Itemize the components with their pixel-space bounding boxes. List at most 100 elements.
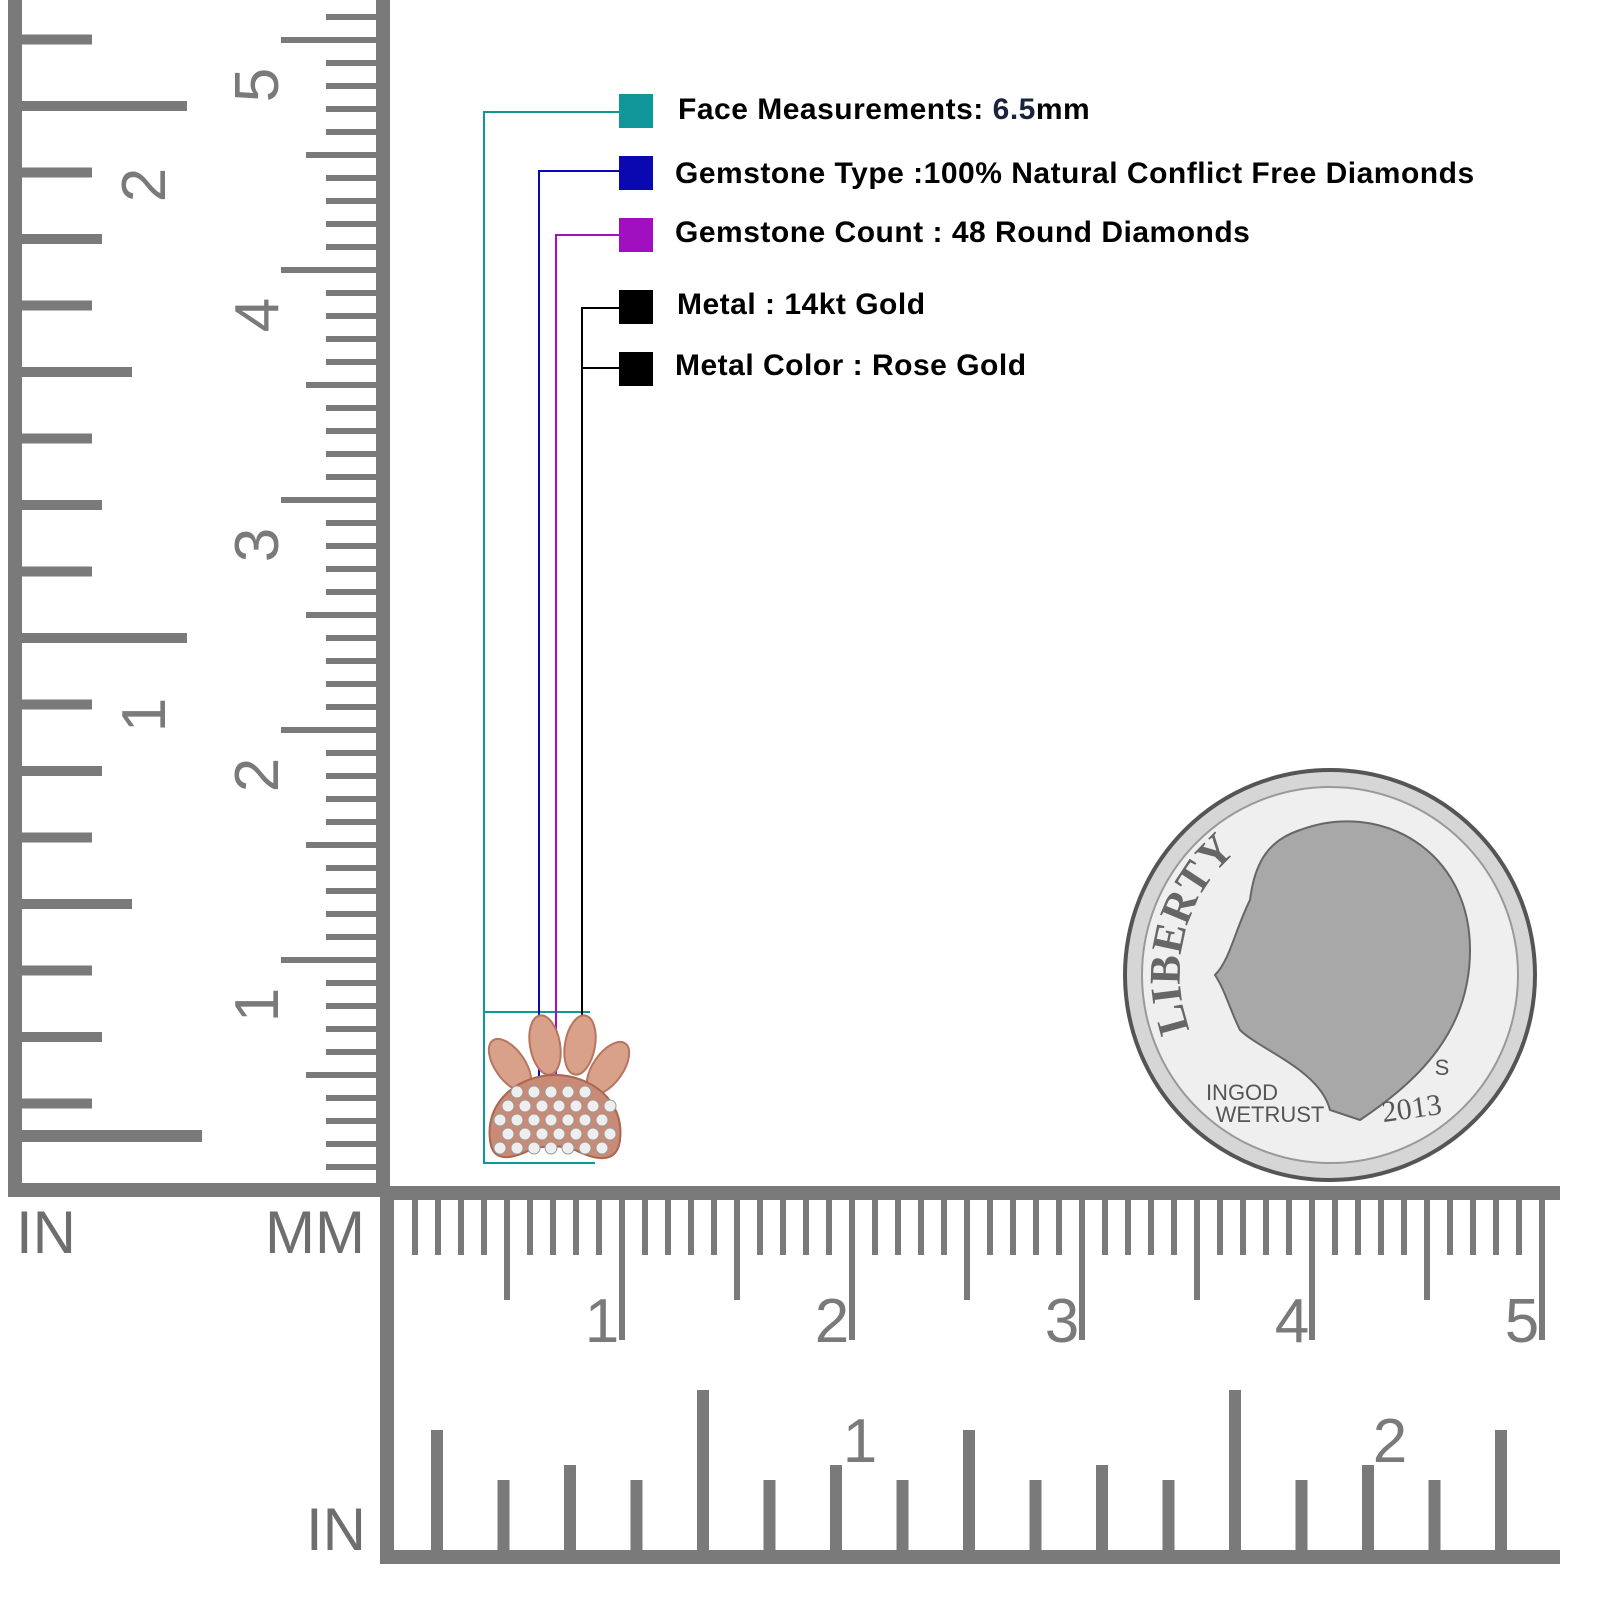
mm-tick: [1309, 1200, 1315, 1340]
bottom-in-label: IN: [306, 1496, 366, 1563]
mm-tick: [326, 405, 376, 411]
mm-tick: [872, 1200, 878, 1255]
diamond: [510, 1113, 524, 1127]
mm-tick: [326, 773, 376, 779]
mm-tick: [326, 589, 376, 595]
inch-tick: [763, 1480, 776, 1550]
mm-tick: [665, 1200, 671, 1255]
diamond: [510, 1085, 524, 1099]
left-cm-number: 3: [223, 528, 292, 562]
leader-line-gemstone-type: [538, 170, 619, 1080]
mm-tick: [326, 428, 376, 434]
bottom-inch-number: 1: [843, 1407, 877, 1476]
mm-tick: [1148, 1200, 1154, 1255]
leader-line-gemstone-count: [555, 234, 619, 1075]
inch-tick: [22, 367, 132, 377]
mm-tick: [481, 1200, 487, 1255]
mm-tick: [326, 451, 376, 457]
mm-tick: [326, 1026, 376, 1032]
mm-tick: [326, 1118, 376, 1124]
mm-tick: [326, 1003, 376, 1009]
left-cm-number: 1: [223, 988, 292, 1022]
mm-tick: [326, 911, 376, 917]
mm-tick: [573, 1200, 579, 1255]
mm-tick: [281, 957, 376, 963]
inch-tick: [564, 1465, 576, 1550]
left-ruler-base: [8, 1183, 390, 1197]
spec-metal: Metal : 14kt Gold: [677, 288, 926, 321]
inch-tick: [22, 899, 132, 909]
diamond: [561, 1113, 575, 1127]
mm-tick: [326, 359, 376, 365]
swatch-gemstone-type: [619, 156, 653, 190]
inch-tick: [22, 766, 102, 776]
mm-tick: [326, 566, 376, 572]
diamond: [552, 1127, 566, 1141]
diamond: [535, 1099, 549, 1113]
inch-tick: [830, 1465, 842, 1550]
bottom-cm-number: 1: [585, 1287, 619, 1356]
inch-tick: [22, 699, 92, 710]
diamond: [595, 1141, 609, 1155]
mm-tick: [306, 152, 376, 158]
inch-tick: [963, 1430, 975, 1550]
diamond: [493, 1113, 507, 1127]
diamond: [535, 1127, 549, 1141]
spec-gemstone-type: Gemstone Type :100% Natural Conflict Fre…: [675, 157, 1475, 190]
diamond: [595, 1113, 609, 1127]
mm-tick: [527, 1200, 533, 1255]
mm-tick: [326, 543, 376, 549]
left-cm-number: 5: [223, 68, 292, 102]
mm-tick: [803, 1200, 809, 1255]
mm-tick: [306, 842, 376, 848]
left-cm-number: 4: [223, 298, 292, 332]
inch-tick: [1295, 1480, 1308, 1550]
inch-tick: [22, 633, 187, 643]
swatch-gemstone-count: [619, 218, 653, 252]
coin-motto: INGOD: [1206, 1080, 1278, 1105]
mm-tick: [326, 1164, 376, 1170]
inch-tick: [22, 965, 92, 976]
coin-portrait: [1213, 820, 1472, 1122]
mm-tick: [435, 1200, 441, 1255]
mm-tick: [306, 612, 376, 618]
diamond: [501, 1127, 515, 1141]
diamond: [578, 1113, 592, 1127]
mm-tick: [281, 497, 376, 503]
left-mm-label: MM: [265, 1199, 365, 1266]
diamond: [527, 1141, 541, 1155]
mm-tick: [326, 934, 376, 940]
inch-tick: [22, 300, 92, 311]
mm-tick: [326, 175, 376, 181]
diamond: [510, 1141, 524, 1155]
mm-tick: [1263, 1200, 1269, 1255]
diamond: [493, 1141, 507, 1155]
mm-tick: [326, 106, 376, 112]
paw-toe: [528, 1014, 562, 1076]
spec-label: Face Measurements:: [678, 93, 993, 126]
mm-tick: [326, 129, 376, 135]
mm-tick: [504, 1200, 510, 1300]
mm-tick: [619, 1200, 625, 1340]
diamond: [527, 1113, 541, 1127]
inch-tick: [22, 566, 92, 577]
mm-tick: [826, 1200, 832, 1255]
mm-tick: [1447, 1200, 1453, 1255]
mm-tick: [326, 635, 376, 641]
inch-tick: [431, 1430, 443, 1550]
mm-tick: [1102, 1200, 1108, 1255]
mm-tick: [941, 1200, 947, 1255]
mm-tick: [987, 1200, 993, 1255]
mm-tick: [326, 1049, 376, 1055]
inch-tick: [22, 101, 187, 111]
inch-tick: [22, 167, 92, 178]
mm-tick: [326, 888, 376, 894]
inch-tick: [497, 1480, 510, 1550]
mm-tick: [780, 1200, 786, 1255]
mm-tick: [596, 1200, 602, 1255]
spec-gemstone-count: Gemstone Count : 48 Round Diamonds: [675, 216, 1251, 249]
inch-tick: [697, 1390, 709, 1550]
diamond: [518, 1099, 532, 1113]
inch-tick: [1162, 1480, 1175, 1550]
